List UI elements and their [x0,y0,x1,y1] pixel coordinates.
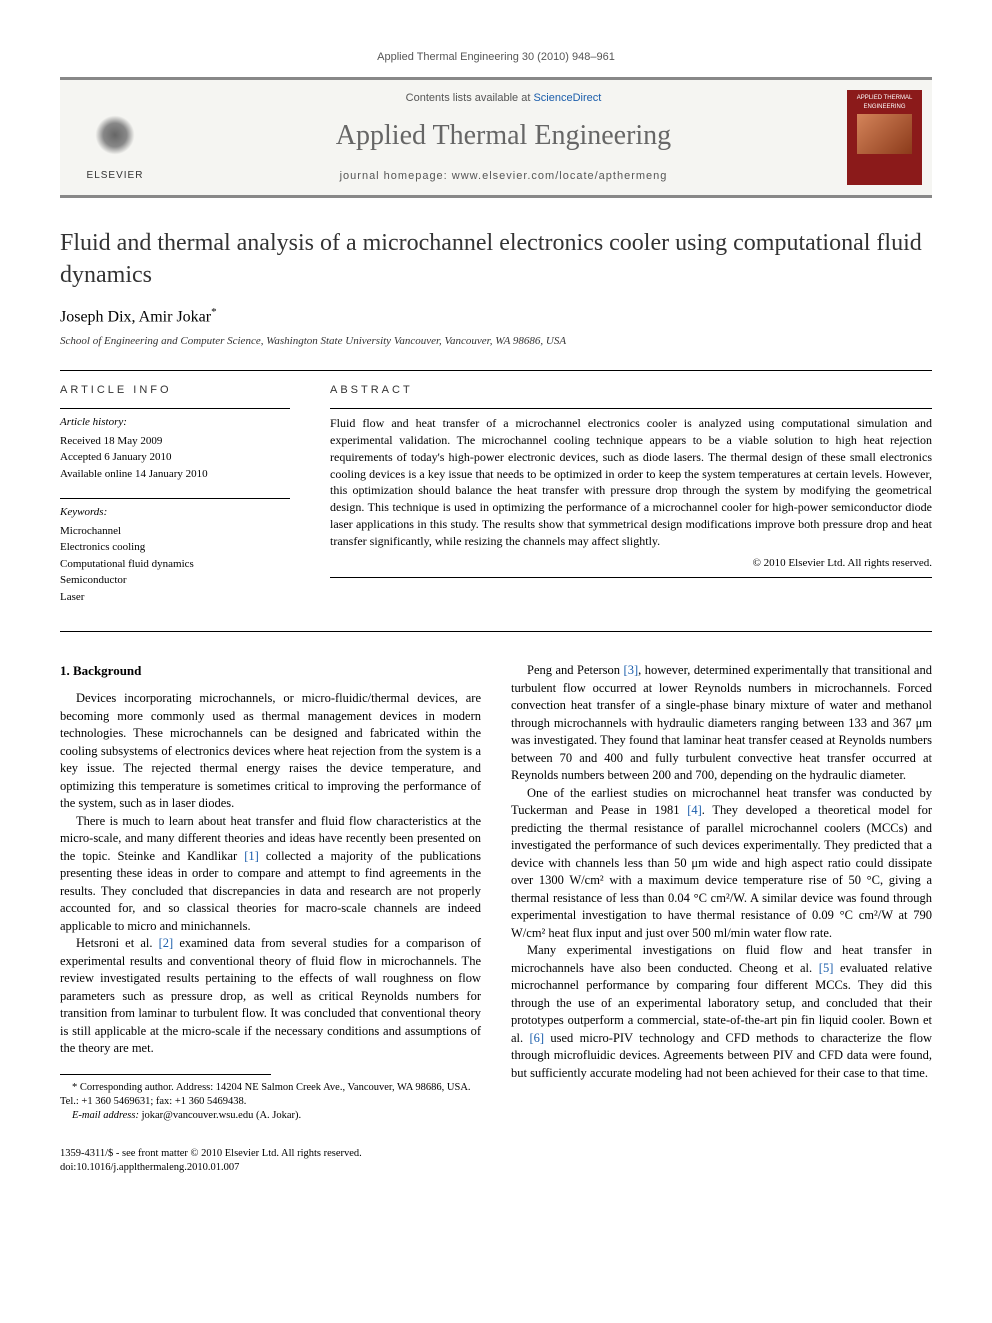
journal-cover: Applied Thermal Engineering [847,90,922,185]
contents-prefix: Contents lists available at [406,92,534,104]
ref-link[interactable]: [2] [159,936,174,950]
keyword: Semiconductor [60,572,290,589]
email-footnote: E-mail address: jokar@vancouver.wsu.edu … [60,1109,481,1123]
journal-title: Applied Thermal Engineering [160,116,847,155]
keywords-block: Keywords: Microchannel Electronics cooli… [60,505,290,605]
email-address[interactable]: jokar@vancouver.wsu.edu [142,1110,254,1121]
cover-title: Applied Thermal Engineering [851,94,918,111]
sciencedirect-link[interactable]: ScienceDirect [533,92,601,104]
received-date: Received 18 May 2009 [60,433,290,450]
text: Peng and Peterson [527,663,624,677]
paragraph: Peng and Peterson [3], however, determin… [511,662,932,785]
online-date: Available online 14 January 2010 [60,466,290,483]
text: , however, determined experimentally tha… [511,663,932,782]
corresponding-author-footnote: * Corresponding author. Address: 14204 N… [60,1081,481,1109]
mini-divider [60,498,290,499]
mini-divider [60,408,290,409]
article-info-column: ARTICLE INFO Article history: Received 1… [60,383,290,621]
keyword: Computational fluid dynamics [60,556,290,573]
keyword: Laser [60,589,290,606]
corresponding-mark: * [211,306,217,318]
paragraph: Hetsroni et al. [2] examined data from s… [60,935,481,1058]
affiliation: School of Engineering and Computer Scien… [60,334,932,349]
header-citation: Applied Thermal Engineering 30 (2010) 94… [60,50,932,65]
divider [60,370,932,371]
abstract-column: ABSTRACT Fluid flow and heat transfer of… [330,383,932,621]
text: Hetsroni et al. [76,936,159,950]
ref-link[interactable]: [5] [819,961,834,975]
keyword: Microchannel [60,523,290,540]
abstract-text: Fluid flow and heat transfer of a microc… [330,415,932,549]
masthead-center: Contents lists available at ScienceDirec… [160,91,847,185]
paragraph: Many experimental investigations on flui… [511,942,932,1082]
paragraph: One of the earliest studies on microchan… [511,785,932,943]
text: used micro-PIV technology and CFD method… [511,1031,932,1080]
article-title: Fluid and thermal analysis of a microcha… [60,228,932,290]
ref-link[interactable]: [4] [687,803,702,817]
footnote-divider [60,1074,271,1075]
history-label: Article history: [60,415,290,430]
cover-image-icon [857,114,912,154]
page-footer: 1359-4311/$ - see front matter © 2010 El… [60,1147,932,1175]
publisher-name: ELSEVIER [87,169,144,183]
homepage-url[interactable]: www.elsevier.com/locate/apthermeng [452,170,668,182]
abstract-copyright: © 2010 Elsevier Ltd. All rights reserved… [330,556,932,571]
homepage-label: journal homepage: [340,170,452,182]
journal-homepage: journal homepage: www.elsevier.com/locat… [160,169,847,184]
mini-divider [330,408,932,409]
abstract-label: ABSTRACT [330,383,932,398]
author-names: Joseph Dix, Amir Jokar [60,308,211,325]
paragraph: Devices incorporating microchannels, or … [60,690,481,813]
doi-line: doi:10.1016/j.applthermaleng.2010.01.007 [60,1161,932,1175]
article-info-label: ARTICLE INFO [60,383,290,398]
ref-link[interactable]: [1] [244,849,259,863]
ref-link[interactable]: [3] [624,663,639,677]
article-history: Article history: Received 18 May 2009 Ac… [60,415,290,482]
elsevier-tree-icon [90,115,140,165]
body-text: 1. Background Devices incorporating micr… [60,662,932,1123]
keywords-label: Keywords: [60,505,290,520]
paragraph: There is much to learn about heat transf… [60,813,481,936]
masthead: ELSEVIER Contents lists available at Sci… [60,77,932,198]
text: . They developed a theoretical model for… [511,803,932,940]
keyword: Electronics cooling [60,539,290,556]
contents-available-line: Contents lists available at ScienceDirec… [160,91,847,106]
text: examined data from several studies for a… [60,936,481,1055]
accepted-date: Accepted 6 January 2010 [60,449,290,466]
mini-divider [330,577,932,578]
email-label: E-mail address: [72,1110,142,1121]
publisher-logo: ELSEVIER [70,93,160,183]
email-suffix: (A. Jokar). [253,1110,301,1121]
divider [60,631,932,632]
front-matter-line: 1359-4311/$ - see front matter © 2010 El… [60,1147,932,1161]
ref-link[interactable]: [6] [529,1031,544,1045]
section-heading: 1. Background [60,662,481,680]
authors: Joseph Dix, Amir Jokar* [60,305,932,329]
